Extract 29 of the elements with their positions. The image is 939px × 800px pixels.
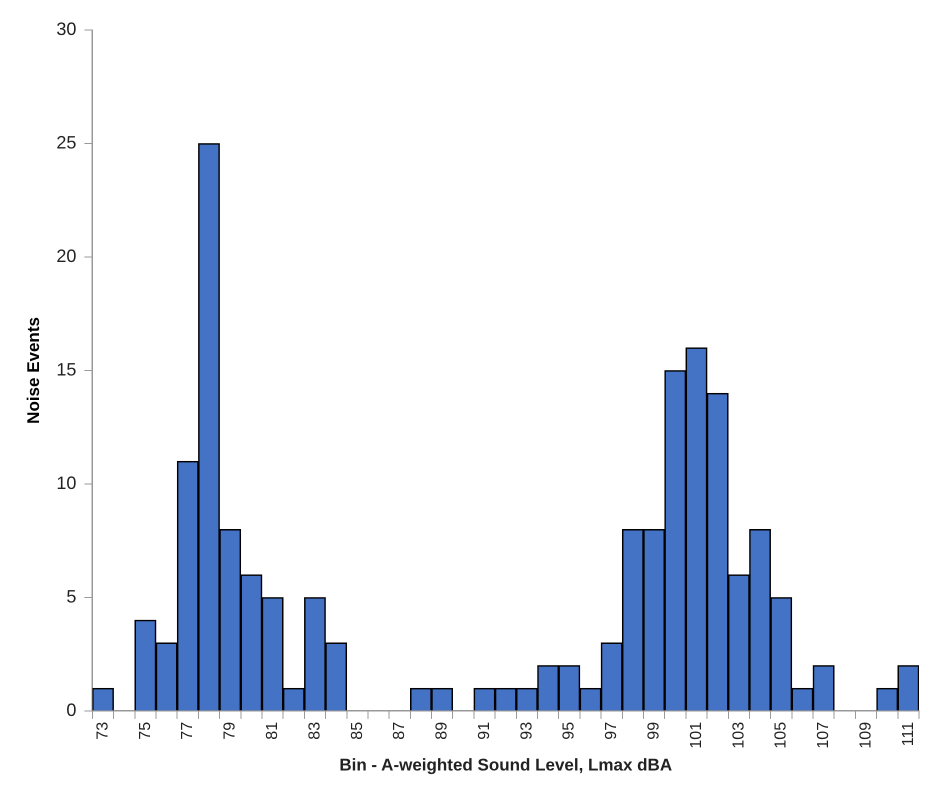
x-tick-label: 83 <box>306 722 324 740</box>
x-tick-label: 105 <box>772 722 790 749</box>
x-tick-label: 81 <box>264 722 281 740</box>
x-tick-label: 91 <box>476 722 493 740</box>
x-tick-label: 103 <box>730 722 748 749</box>
x-tick-label: 89 <box>434 722 451 740</box>
y-tick-label: 10 <box>56 472 76 493</box>
y-tick-label: 25 <box>56 132 76 152</box>
x-axis-title: Bin - A-weighted Sound Level, Lmax dBA <box>339 755 672 774</box>
x-tick-label: 87 <box>391 722 408 740</box>
x-tick-label: 109 <box>857 722 874 749</box>
y-tick-label: 5 <box>66 586 76 606</box>
y-tick-label: 30 <box>56 18 76 39</box>
x-tick-label: 99 <box>645 722 662 740</box>
x-tick-label: 75 <box>136 722 154 740</box>
x-tick-label: 107 <box>815 722 832 749</box>
y-tick-label: 15 <box>56 359 76 380</box>
y-tick-label: 20 <box>56 246 76 266</box>
x-tick-label: 73 <box>94 722 112 740</box>
y-axis-title: Noise Events <box>24 317 43 424</box>
x-tick-label: 95 <box>560 722 578 740</box>
x-tick-label: 85 <box>348 722 366 740</box>
x-tick-label: 97 <box>603 722 620 740</box>
x-tick-label: 101 <box>688 722 705 749</box>
x-tick-label: 111 <box>900 722 917 746</box>
x-tick-label: 79 <box>222 722 239 740</box>
x-tick-label: 77 <box>179 722 196 740</box>
x-tick-label: 93 <box>518 722 536 740</box>
y-tick-label: 0 <box>66 700 76 720</box>
